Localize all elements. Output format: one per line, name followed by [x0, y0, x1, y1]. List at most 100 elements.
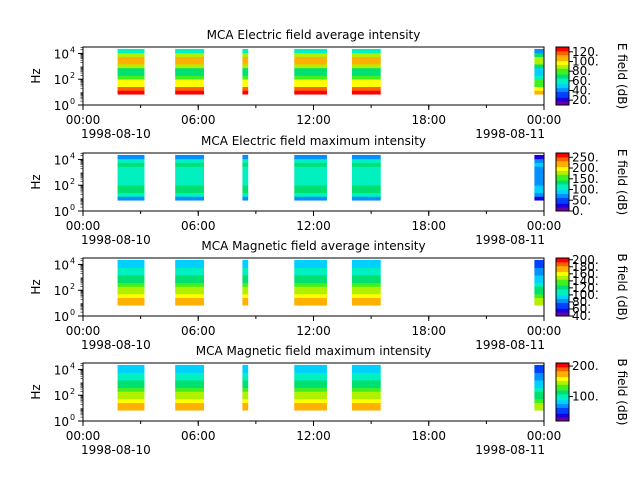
segment-6-band-7 — [534, 173, 544, 178]
segment-2-band-6 — [175, 282, 205, 287]
segment-4-band-10 — [294, 162, 327, 167]
segment-6-band-5 — [534, 391, 544, 396]
colorbar-tick-label: 120. — [572, 281, 599, 295]
colorbar-step — [556, 207, 569, 210]
colorbar-tick-label: 40. — [572, 84, 591, 98]
segment-6-band-8 — [534, 63, 544, 69]
segment-1-band-6 — [117, 387, 145, 392]
y-tick-label: 10 — [54, 153, 69, 167]
segment-6-band-9 — [534, 376, 544, 381]
segment-5-band-11 — [351, 368, 381, 373]
segment-1-band-2 — [117, 402, 145, 407]
y-tick-label: 10 — [54, 310, 69, 324]
segment-5-band-4 — [351, 79, 381, 84]
segment-5-band-9 — [351, 271, 381, 276]
colorbar: 40.60.80.100.120.140.160.180.200. B field… — [555, 253, 629, 323]
segment-2-band-3 — [175, 398, 205, 404]
segment-2-band-7 — [175, 278, 205, 283]
colorbar-step — [556, 178, 569, 181]
segment-6-band-5 — [534, 75, 544, 80]
segment-2-band-11 — [175, 368, 205, 373]
segment-4-band-10 — [294, 267, 327, 272]
segment-4-band-8 — [294, 63, 327, 69]
segment-3-band-4 — [242, 395, 249, 400]
colorbar-step — [556, 382, 569, 385]
segment-1-band-12 — [117, 259, 145, 265]
colorbar-label: B field (dB) — [615, 254, 629, 321]
colorbar-step — [556, 87, 569, 91]
segment-2-band-4 — [175, 395, 205, 400]
segment-1-band-12 — [117, 48, 145, 54]
colorbar-step — [556, 47, 569, 50]
colorbar-tick-label: 50. — [572, 193, 591, 207]
colorbar-step — [556, 205, 569, 208]
segment-3-band-11 — [242, 158, 249, 163]
colorbar-step — [556, 308, 569, 311]
segment-6-band-2 — [534, 297, 544, 302]
segment-1-band-9 — [117, 376, 145, 381]
segment-5-band-12 — [351, 154, 381, 160]
segment-3-band-8 — [242, 379, 249, 385]
colorbar-step — [556, 281, 569, 284]
colorbar-step — [556, 70, 569, 73]
segment-3-band-5 — [242, 181, 249, 186]
colorbar-step — [556, 366, 569, 370]
colorbar: 0.50.100.150.200.250. E field (dB) — [555, 149, 629, 218]
segment-3-band-8 — [242, 274, 249, 280]
segment-6-band-1 — [534, 301, 544, 306]
segment-3-band-11 — [242, 52, 249, 57]
segment-4-band-2 — [294, 297, 327, 302]
y-tick-exponent: 0 — [70, 203, 75, 212]
segment-5-band-6 — [351, 177, 381, 182]
segment-2-band-8 — [175, 379, 205, 385]
colorbar-step — [556, 271, 569, 274]
segment-4-band-11 — [294, 52, 327, 57]
segment-2-band-6 — [175, 387, 205, 392]
segment-1-band-8 — [117, 274, 145, 280]
colorbar-step — [556, 258, 569, 261]
segment-5-band-2 — [351, 86, 381, 91]
segment-1-band-10 — [117, 56, 145, 61]
colorbar-step — [556, 364, 569, 368]
colorbar-step — [556, 302, 569, 305]
segment-4-band-5 — [294, 181, 327, 186]
segment-6-band-6 — [534, 282, 544, 287]
segment-3-band-4 — [242, 290, 249, 295]
colorbar-step — [556, 93, 569, 96]
segment-5-band-5 — [351, 286, 381, 291]
x-date-label: 1998-08-10 — [81, 443, 151, 457]
colorbar-tick-label: 180. — [572, 260, 599, 274]
segment-4-band-11 — [294, 158, 327, 163]
segment-2-band-2 — [175, 402, 205, 407]
segment-1-band-2 — [117, 192, 145, 197]
colorbar-step — [556, 85, 569, 89]
segment-3-band-6 — [242, 177, 249, 182]
colorbar-tick-label: 20. — [572, 93, 591, 107]
segment-2-band-1 — [175, 90, 205, 95]
segment-1-band-1 — [117, 90, 145, 95]
segment-5-band-1 — [351, 90, 381, 95]
segment-2-band-9 — [175, 60, 205, 65]
panel-1: MCA Electric field average intensity 00:0… — [29, 28, 629, 141]
colorbar-step — [556, 368, 569, 372]
segment-5-band-10 — [351, 267, 381, 272]
segment-1-band-4 — [117, 395, 145, 400]
panel-2: MCA Electric field maximum intensity 00:0… — [29, 134, 629, 247]
colorbar-step — [556, 306, 569, 309]
segment-1-band-8 — [117, 63, 145, 69]
segment-3-band-9 — [242, 271, 249, 276]
colorbar-step — [556, 197, 569, 200]
colorbar: 100. 200. B field (dB) — [555, 359, 629, 425]
segment-5-band-8 — [351, 63, 381, 69]
segment-1-band-4 — [117, 290, 145, 295]
segment-4-band-5 — [294, 286, 327, 291]
segment-5-band-3 — [351, 398, 381, 404]
colorbar-frame — [555, 46, 570, 106]
segment-6-band-3 — [534, 82, 544, 88]
segment-6-band-12 — [534, 48, 544, 54]
y-tick-label: 10 — [54, 99, 69, 113]
segment-3-band-9 — [242, 166, 249, 171]
segment-1-band-10 — [117, 162, 145, 167]
x-tick-label: 06:00 — [181, 219, 216, 233]
segment-5-band-7 — [351, 67, 381, 72]
